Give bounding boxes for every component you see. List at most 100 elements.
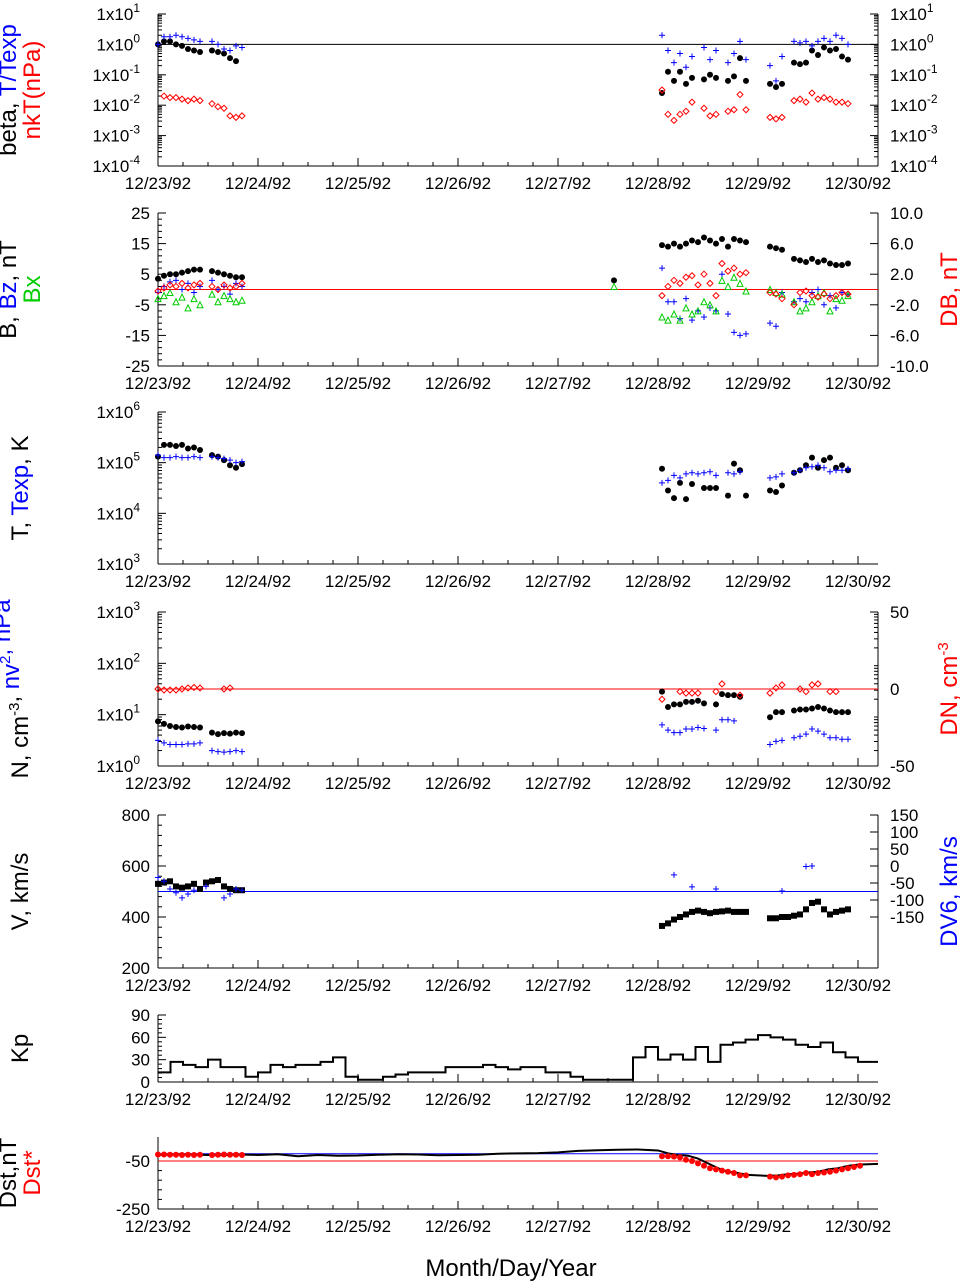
data-point-dot — [677, 479, 683, 486]
data-point-dot — [665, 1153, 671, 1160]
data-point-diamond — [736, 270, 744, 278]
data-point-plus — [665, 298, 671, 305]
data-point-dot — [815, 258, 821, 265]
data-point-square — [155, 880, 161, 887]
data-point-dot — [827, 47, 833, 54]
data-point-dot — [731, 236, 737, 243]
data-point-plus — [221, 749, 227, 756]
data-point-plus — [815, 286, 821, 293]
x-tick-label: 12/30/92 — [825, 572, 891, 591]
data-point-square — [803, 906, 809, 913]
data-point-dot — [821, 44, 827, 51]
series-2 — [154, 680, 840, 703]
data-point-diamond — [196, 279, 204, 288]
data-point-plus — [779, 53, 785, 60]
data-point-dot — [719, 691, 725, 698]
x-tick-label: 12/29/92 — [725, 774, 791, 793]
data-point-plus — [179, 286, 185, 293]
data-point-dot — [809, 47, 815, 54]
data-point-triangle — [184, 303, 192, 312]
data-point-plus — [797, 733, 803, 740]
data-point-plus — [167, 33, 173, 40]
data-point-diamond — [238, 112, 246, 120]
data-point-triangle — [232, 297, 240, 306]
data-point-dot — [797, 1171, 803, 1178]
data-point-dot — [725, 243, 731, 250]
data-point-square — [191, 880, 197, 887]
data-point-dot — [167, 271, 173, 278]
data-point-dot — [737, 237, 743, 244]
data-point-dot — [707, 71, 713, 78]
y-tick-exponent: -2 — [129, 92, 140, 106]
data-point-dot — [767, 1173, 773, 1180]
y-axis-label-left: V, km/s — [7, 853, 34, 931]
data-point-diamond — [820, 93, 828, 102]
y-tick-label-left: 1x100 — [96, 753, 140, 776]
data-point-dot — [767, 80, 773, 87]
data-point-dot — [209, 268, 215, 275]
data-point-diamond — [664, 110, 672, 119]
data-point-dot — [839, 462, 845, 469]
data-point-plus — [827, 734, 833, 741]
y-tick-label-right: -50 — [890, 757, 915, 776]
y-axis-label-segment: B, — [0, 310, 22, 339]
data-point-dot — [161, 720, 167, 727]
data-point-plus — [803, 38, 809, 45]
data-point-square — [779, 914, 785, 920]
data-point-plus — [683, 64, 689, 71]
data-point-triangle — [766, 285, 774, 293]
data-point-triangle — [610, 282, 618, 290]
data-point-plus — [695, 724, 701, 731]
data-point-plus — [191, 289, 197, 296]
data-point-diamond — [736, 691, 744, 699]
data-point-square — [731, 908, 737, 915]
data-point-dot — [665, 243, 671, 250]
x-tick-label: 12/24/92 — [225, 174, 291, 193]
data-point-plus — [671, 871, 677, 878]
data-point-diamond — [778, 113, 786, 122]
y-axis-label-superscript: 2 — [0, 655, 14, 663]
data-point-dot — [161, 38, 167, 45]
data-point-dot — [239, 730, 245, 737]
data-point-triangle — [664, 315, 672, 324]
x-tick-label: 12/27/92 — [525, 174, 591, 193]
data-point-diamond — [808, 291, 816, 300]
data-point-dot — [239, 274, 245, 281]
y-tick-label-left: 1x101 — [96, 702, 140, 725]
x-tick-label: 12/25/92 — [325, 976, 391, 995]
data-point-plus — [683, 295, 689, 302]
data-point-plus — [227, 748, 233, 755]
data-point-dot — [671, 495, 677, 502]
data-point-plus — [815, 462, 821, 469]
y-axis-label-left: beta, T/Texp — [0, 24, 22, 156]
data-point-plus — [209, 453, 215, 460]
data-point-dot — [167, 1151, 173, 1158]
y-axis-label-segment: Texp — [7, 465, 34, 516]
data-point-plus — [701, 469, 707, 476]
data-point-diamond — [688, 689, 696, 697]
y-tick-label-left: -5 — [135, 296, 150, 315]
data-point-dot — [791, 255, 797, 262]
x-tick-label: 12/27/92 — [525, 1090, 591, 1109]
data-point-diamond — [796, 685, 804, 693]
data-point-plus — [167, 454, 173, 461]
data-point-plus — [833, 304, 839, 311]
x-tick-label: 12/26/92 — [425, 374, 491, 393]
data-point-triangle — [208, 289, 216, 298]
data-point-dot — [767, 243, 773, 250]
data-point-square — [209, 878, 215, 885]
data-point-dot — [173, 1151, 179, 1158]
data-point-triangle — [658, 312, 666, 321]
data-point-plus — [809, 42, 815, 49]
data-point-triangle — [808, 297, 816, 306]
y-tick-label-left: 1x106 — [96, 399, 140, 422]
data-point-plus — [803, 731, 809, 738]
data-point-triangle — [700, 297, 708, 306]
data-point-triangle — [154, 294, 162, 303]
y-tick-mantissa: 1x10 — [96, 603, 133, 622]
data-point-dot — [221, 1151, 227, 1158]
data-point-plus — [743, 56, 749, 63]
data-point-plus — [179, 454, 185, 461]
data-point-dot — [725, 492, 731, 499]
data-point-plus — [827, 38, 833, 45]
